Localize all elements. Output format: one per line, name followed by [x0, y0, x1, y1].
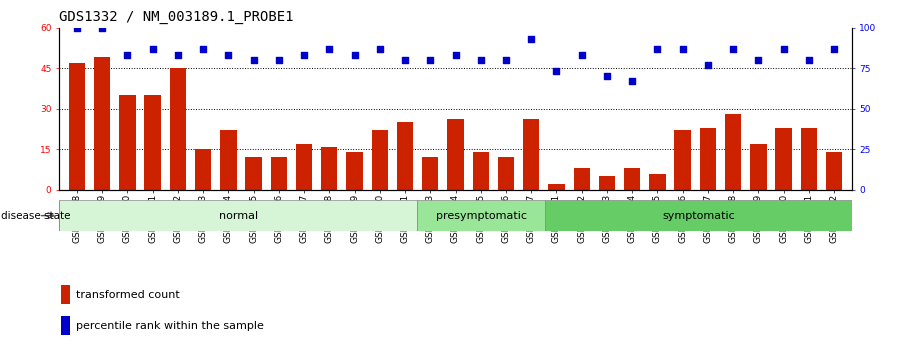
Bar: [169, 68, 186, 190]
Bar: [548, 184, 565, 190]
Bar: [801, 128, 817, 190]
Bar: [417, 200, 545, 231]
Point: [726, 46, 741, 51]
Point: [776, 46, 791, 51]
Bar: [624, 168, 640, 190]
Point: [549, 69, 564, 74]
Point: [802, 57, 816, 63]
Bar: [473, 152, 489, 190]
Bar: [145, 95, 161, 190]
Point: [170, 52, 185, 58]
Bar: [220, 130, 237, 190]
Bar: [61, 316, 70, 335]
Point: [650, 46, 665, 51]
Bar: [94, 57, 110, 190]
Point: [675, 46, 690, 51]
Bar: [346, 152, 363, 190]
Text: disease state: disease state: [1, 211, 70, 220]
Point: [524, 36, 538, 42]
Point: [246, 57, 261, 63]
Bar: [447, 119, 464, 190]
Bar: [750, 144, 766, 190]
Point: [69, 25, 84, 30]
Bar: [245, 157, 261, 190]
Point: [701, 62, 715, 68]
Point: [827, 46, 842, 51]
Point: [474, 57, 488, 63]
Point: [146, 46, 160, 51]
Text: transformed count: transformed count: [76, 290, 179, 299]
Point: [322, 46, 336, 51]
Bar: [61, 285, 70, 304]
Point: [575, 52, 589, 58]
Point: [751, 57, 765, 63]
Point: [599, 73, 614, 79]
Bar: [725, 114, 742, 190]
Point: [221, 52, 236, 58]
Bar: [775, 128, 792, 190]
Text: normal: normal: [219, 211, 258, 220]
Bar: [826, 152, 843, 190]
Point: [448, 52, 463, 58]
Text: symptomatic: symptomatic: [662, 211, 735, 220]
Bar: [422, 157, 438, 190]
Text: percentile rank within the sample: percentile rank within the sample: [76, 321, 263, 331]
Bar: [523, 119, 539, 190]
Point: [625, 78, 640, 84]
Bar: [68, 63, 85, 190]
Point: [196, 46, 210, 51]
Bar: [700, 128, 716, 190]
Point: [297, 52, 312, 58]
Text: GDS1332 / NM_003189.1_PROBE1: GDS1332 / NM_003189.1_PROBE1: [59, 10, 293, 24]
Bar: [545, 200, 852, 231]
Bar: [497, 157, 514, 190]
Bar: [397, 122, 414, 190]
Bar: [195, 149, 211, 190]
Point: [120, 52, 135, 58]
Text: presymptomatic: presymptomatic: [435, 211, 527, 220]
Bar: [119, 95, 136, 190]
Point: [271, 57, 286, 63]
Bar: [271, 157, 287, 190]
Bar: [372, 130, 388, 190]
Point: [498, 57, 513, 63]
Bar: [650, 174, 666, 190]
Point: [398, 57, 413, 63]
Bar: [674, 130, 691, 190]
Bar: [599, 176, 615, 190]
Bar: [59, 200, 417, 231]
Bar: [574, 168, 590, 190]
Point: [347, 52, 362, 58]
Bar: [321, 147, 337, 190]
Bar: [296, 144, 312, 190]
Point: [95, 25, 109, 30]
Point: [373, 46, 387, 51]
Point: [423, 57, 437, 63]
